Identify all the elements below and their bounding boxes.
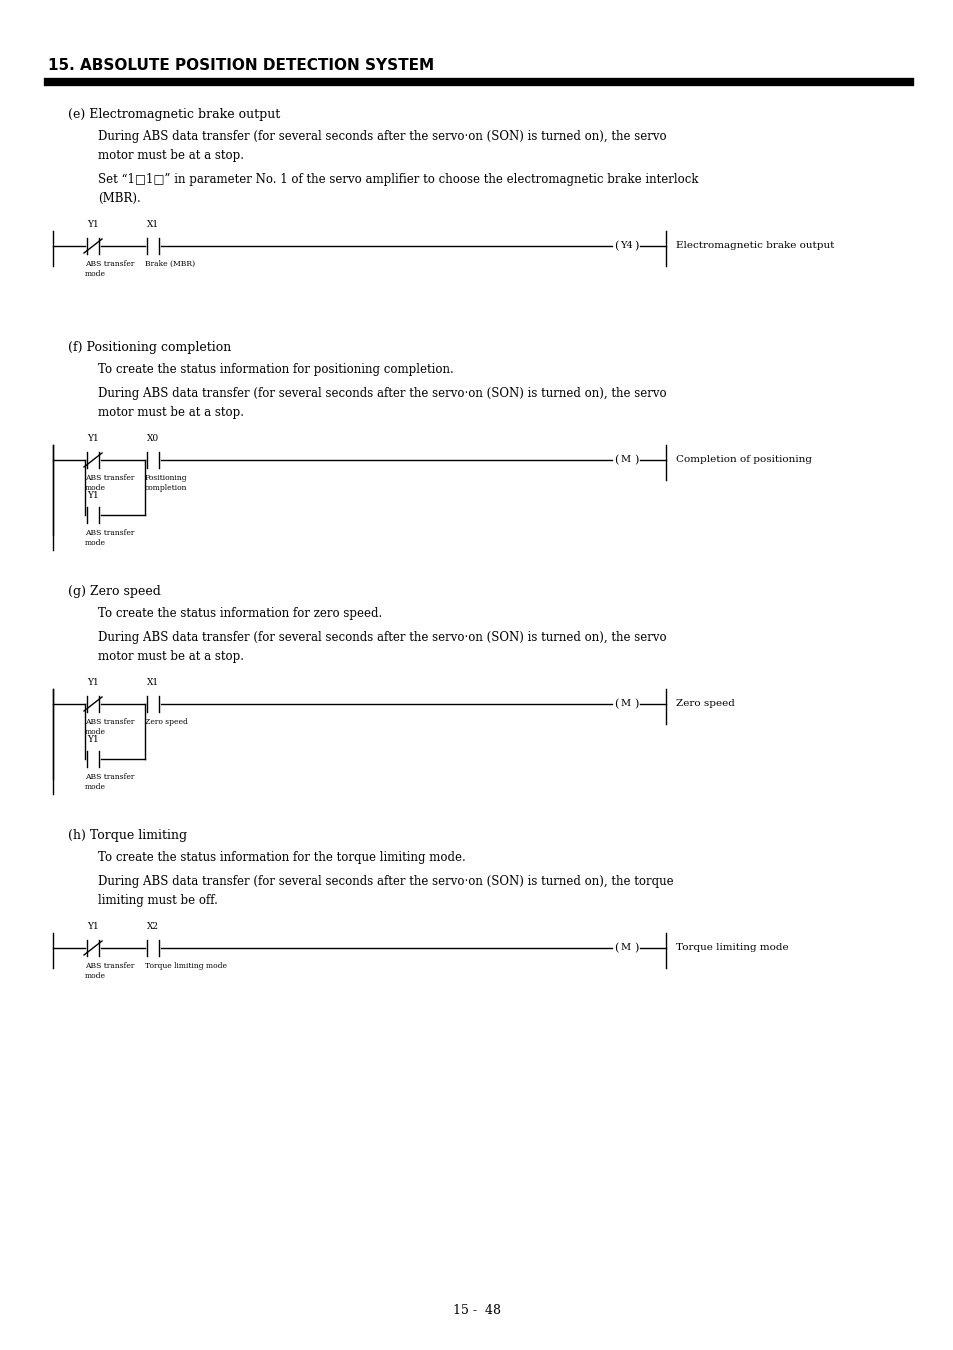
- Text: (f) Positioning completion: (f) Positioning completion: [68, 342, 231, 354]
- Text: Y1: Y1: [87, 433, 99, 443]
- Text: ABS transfer: ABS transfer: [85, 529, 134, 537]
- Text: (h) Torque limiting: (h) Torque limiting: [68, 829, 187, 842]
- Text: (: (: [613, 455, 618, 466]
- Text: Torque limiting mode: Torque limiting mode: [145, 963, 227, 971]
- Text: motor must be at a stop.: motor must be at a stop.: [98, 649, 244, 663]
- Text: To create the status information for the torque limiting mode.: To create the status information for the…: [98, 850, 465, 864]
- Text: Zero speed: Zero speed: [145, 718, 188, 726]
- Text: motor must be at a stop.: motor must be at a stop.: [98, 148, 244, 162]
- Text: M: M: [620, 699, 630, 709]
- Text: X2: X2: [147, 922, 159, 931]
- Text: Completion of positioning: Completion of positioning: [676, 455, 811, 464]
- Text: Y1: Y1: [87, 491, 99, 500]
- Text: X0: X0: [147, 433, 159, 443]
- Text: Electromagnetic brake output: Electromagnetic brake output: [676, 242, 834, 251]
- Text: (: (: [613, 942, 618, 953]
- Text: (MBR).: (MBR).: [98, 192, 141, 205]
- Text: Y1: Y1: [87, 734, 99, 744]
- Text: motor must be at a stop.: motor must be at a stop.: [98, 406, 244, 418]
- Text: Y1: Y1: [87, 220, 99, 230]
- Text: ABS transfer: ABS transfer: [85, 261, 134, 269]
- Text: mode: mode: [85, 972, 106, 980]
- Text: mode: mode: [85, 485, 106, 491]
- Text: completion: completion: [145, 485, 188, 491]
- Text: ): ): [633, 240, 638, 251]
- Text: Y1: Y1: [87, 922, 99, 931]
- Text: Brake (MBR): Brake (MBR): [145, 261, 195, 269]
- Text: Torque limiting mode: Torque limiting mode: [676, 944, 788, 953]
- Text: Y1: Y1: [87, 678, 99, 687]
- Text: mode: mode: [85, 270, 106, 278]
- Text: (g) Zero speed: (g) Zero speed: [68, 585, 161, 598]
- Text: Positioning: Positioning: [145, 474, 188, 482]
- Text: mode: mode: [85, 783, 106, 791]
- Text: Set “1□1□” in parameter No. 1 of the servo amplifier to choose the electromagnet: Set “1□1□” in parameter No. 1 of the ser…: [98, 173, 698, 186]
- Text: During ABS data transfer (for several seconds after the servo·on (SON) is turned: During ABS data transfer (for several se…: [98, 630, 666, 644]
- Text: ): ): [633, 455, 638, 466]
- Text: M: M: [620, 944, 630, 953]
- Text: During ABS data transfer (for several seconds after the servo·on (SON) is turned: During ABS data transfer (for several se…: [98, 387, 666, 400]
- Text: 15. ABSOLUTE POSITION DETECTION SYSTEM: 15. ABSOLUTE POSITION DETECTION SYSTEM: [48, 58, 434, 73]
- Text: M: M: [620, 455, 630, 464]
- Text: X1: X1: [147, 678, 159, 687]
- Text: mode: mode: [85, 728, 106, 736]
- Text: To create the status information for zero speed.: To create the status information for zer…: [98, 608, 382, 620]
- Text: ABS transfer: ABS transfer: [85, 718, 134, 726]
- Text: Zero speed: Zero speed: [676, 699, 734, 709]
- Text: mode: mode: [85, 539, 106, 547]
- Text: To create the status information for positioning completion.: To create the status information for pos…: [98, 363, 454, 377]
- Text: 15 -  48: 15 - 48: [453, 1304, 500, 1316]
- Text: ABS transfer: ABS transfer: [85, 963, 134, 971]
- Text: (: (: [613, 699, 618, 709]
- Text: ): ): [633, 942, 638, 953]
- Text: limiting must be off.: limiting must be off.: [98, 894, 217, 907]
- Text: (e) Electromagnetic brake output: (e) Electromagnetic brake output: [68, 108, 280, 122]
- Text: (: (: [613, 240, 618, 251]
- Text: Y4: Y4: [619, 242, 632, 251]
- Text: ABS transfer: ABS transfer: [85, 474, 134, 482]
- Text: ): ): [633, 699, 638, 709]
- Text: X1: X1: [147, 220, 159, 230]
- Text: ABS transfer: ABS transfer: [85, 774, 134, 782]
- Text: During ABS data transfer (for several seconds after the servo·on (SON) is turned: During ABS data transfer (for several se…: [98, 130, 666, 143]
- Text: During ABS data transfer (for several seconds after the servo·on (SON) is turned: During ABS data transfer (for several se…: [98, 875, 673, 888]
